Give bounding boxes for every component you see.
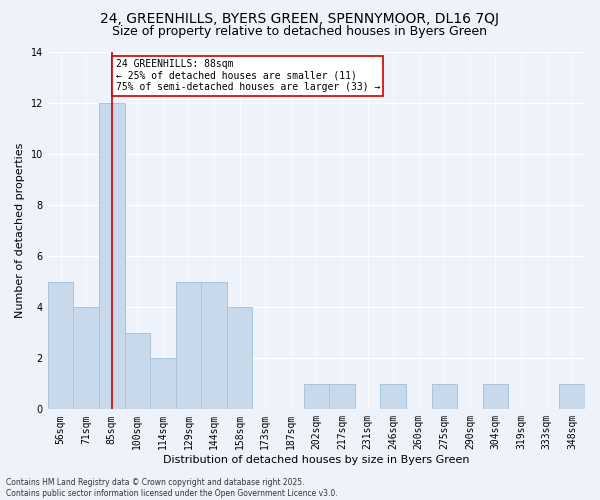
Bar <box>201 282 227 410</box>
Text: 24 GREENHILLS: 88sqm
← 25% of detached houses are smaller (11)
75% of semi-detac: 24 GREENHILLS: 88sqm ← 25% of detached h… <box>116 59 380 92</box>
X-axis label: Distribution of detached houses by size in Byers Green: Distribution of detached houses by size … <box>163 455 470 465</box>
Bar <box>150 358 176 410</box>
Bar <box>48 282 73 410</box>
Bar <box>380 384 406 409</box>
Bar <box>431 384 457 409</box>
Bar <box>73 307 99 410</box>
Text: Contains HM Land Registry data © Crown copyright and database right 2025.
Contai: Contains HM Land Registry data © Crown c… <box>6 478 338 498</box>
Bar <box>99 102 125 410</box>
Bar <box>482 384 508 409</box>
Bar <box>559 384 585 409</box>
Bar <box>176 282 201 410</box>
Bar <box>227 307 253 410</box>
Text: Size of property relative to detached houses in Byers Green: Size of property relative to detached ho… <box>113 25 487 38</box>
Bar <box>304 384 329 409</box>
Y-axis label: Number of detached properties: Number of detached properties <box>15 142 25 318</box>
Bar <box>329 384 355 409</box>
Text: 24, GREENHILLS, BYERS GREEN, SPENNYMOOR, DL16 7QJ: 24, GREENHILLS, BYERS GREEN, SPENNYMOOR,… <box>101 12 499 26</box>
Bar <box>125 332 150 409</box>
